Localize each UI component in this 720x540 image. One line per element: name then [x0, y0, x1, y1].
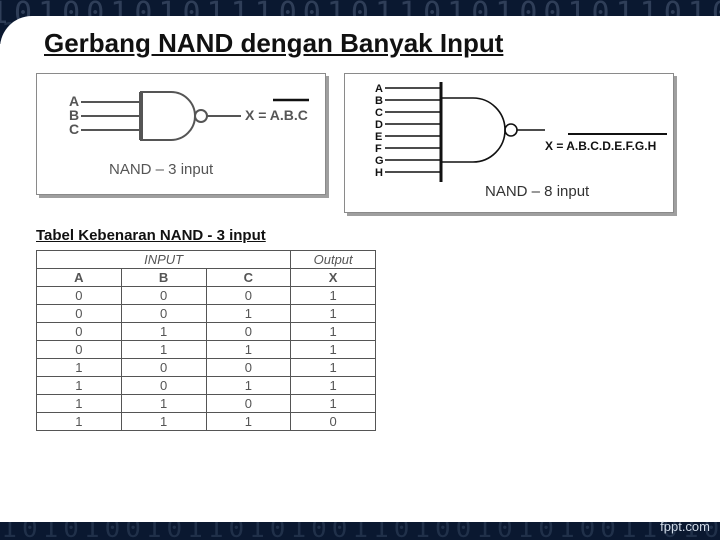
truth-table-title: Tabel Kebenaran NAND - 3 input: [36, 227, 684, 244]
truth-cell: 1: [291, 395, 376, 413]
nand-gate-body: [141, 92, 195, 140]
table-row: 1101: [37, 395, 376, 413]
truth-cell: 1: [37, 395, 122, 413]
truth-input-header: INPUT: [37, 251, 291, 269]
table-row: 0111: [37, 341, 376, 359]
table-row: 0001: [37, 287, 376, 305]
nand3-input-label: C: [69, 121, 79, 137]
nand-3-diagram: A B C X = A.B.C NAND – 3 input: [37, 74, 327, 196]
nand-3-panel: A B C X = A.B.C NAND – 3 input: [36, 73, 326, 195]
not-bubble-icon: [195, 110, 207, 122]
nand-8-diagram: A B C D E F G H: [345, 74, 675, 214]
truth-cell: 1: [206, 413, 291, 431]
footer-brand: fppt.com: [660, 519, 710, 534]
truth-cell: 1: [291, 341, 376, 359]
nand8-input-label: F: [375, 143, 382, 155]
truth-cell: 0: [206, 395, 291, 413]
table-row: 1001: [37, 359, 376, 377]
truth-cell: 1: [121, 341, 206, 359]
page-title: Gerbang NAND dengan Banyak Input: [36, 28, 684, 59]
truth-cell: 0: [121, 377, 206, 395]
truth-cell: 0: [37, 305, 122, 323]
truth-cell: 1: [121, 323, 206, 341]
truth-cell: 0: [206, 323, 291, 341]
truth-cell: 1: [291, 377, 376, 395]
nand8-input-label: B: [375, 95, 383, 107]
diagram-row: A B C X = A.B.C NAND – 3 input: [36, 73, 684, 213]
nand8-input-label: H: [375, 167, 383, 179]
nand8-input-label: E: [375, 131, 382, 143]
nand8-input-label: D: [375, 119, 383, 131]
truth-cell: 0: [121, 305, 206, 323]
truth-cell: 1: [37, 413, 122, 431]
truth-cell: 1: [291, 359, 376, 377]
table-row: 0101: [37, 323, 376, 341]
truth-cell: 1: [206, 341, 291, 359]
nand-gate-body: [441, 98, 505, 162]
truth-cell: 1: [121, 395, 206, 413]
truth-col-header: B: [121, 269, 206, 287]
nand8-caption: NAND – 8 input: [485, 183, 590, 200]
truth-cell: 1: [291, 287, 376, 305]
nand8-input-label: C: [375, 107, 383, 119]
truth-table: INPUT Output ABCX 0001001101010111100110…: [36, 250, 376, 431]
nand-8-panel: A B C D E F G H: [344, 73, 674, 213]
nand8-input-label: G: [375, 155, 384, 167]
truth-cell: 0: [121, 359, 206, 377]
truth-col-header: X: [291, 269, 376, 287]
truth-cell: 0: [37, 287, 122, 305]
nand3-caption: NAND – 3 input: [109, 161, 214, 178]
truth-col-header: A: [37, 269, 122, 287]
table-row: 0011: [37, 305, 376, 323]
truth-cell: 0: [291, 413, 376, 431]
nand3-output-label: X = A.B.C: [245, 107, 308, 123]
table-row: 1011: [37, 377, 376, 395]
truth-cell: 1: [291, 305, 376, 323]
nand8-input-label: A: [375, 83, 383, 95]
truth-output-header: Output: [291, 251, 376, 269]
truth-cell: 0: [37, 323, 122, 341]
truth-cell: 0: [121, 287, 206, 305]
truth-cell: 0: [37, 341, 122, 359]
nand8-output-label: X = A.B.C.D.E.F.G.H: [545, 139, 656, 153]
truth-cell: 1: [37, 377, 122, 395]
slide-content: Gerbang NAND dengan Banyak Input A B C: [0, 16, 720, 522]
table-row: 1110: [37, 413, 376, 431]
not-bubble-icon: [505, 124, 517, 136]
truth-cell: 1: [206, 305, 291, 323]
truth-cell: 0: [206, 287, 291, 305]
truth-col-header: C: [206, 269, 291, 287]
truth-cell: 1: [291, 323, 376, 341]
truth-cell: 1: [37, 359, 122, 377]
truth-cell: 1: [206, 377, 291, 395]
truth-cell: 0: [206, 359, 291, 377]
truth-cell: 1: [121, 413, 206, 431]
